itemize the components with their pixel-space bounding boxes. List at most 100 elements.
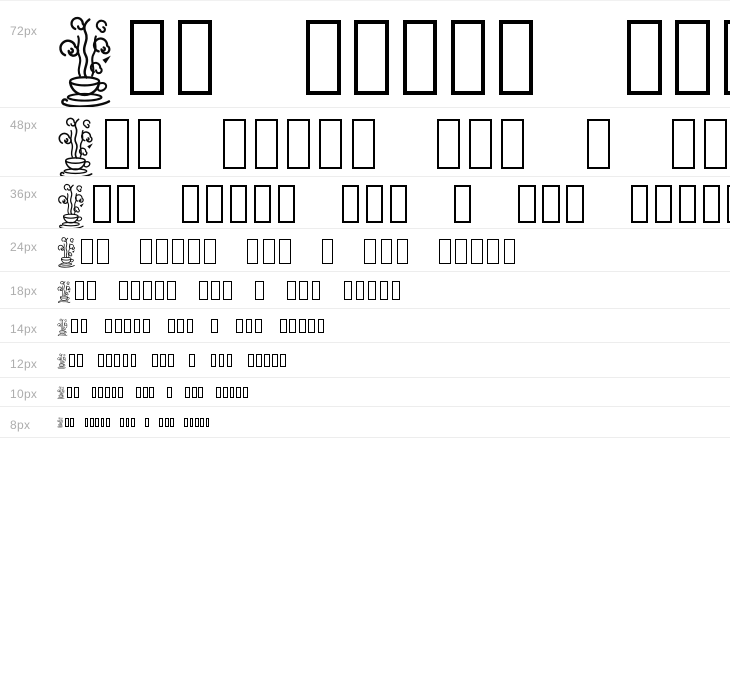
sample-text — [57, 417, 210, 428]
notdef-glyph — [287, 281, 297, 301]
steam-flick — [72, 250, 75, 254]
steam-line-center — [61, 354, 63, 365]
steam-line-center — [63, 281, 66, 297]
sample-word — [236, 318, 262, 334]
steam-spiral-left — [57, 357, 61, 361]
notdef-glyph — [542, 185, 560, 223]
notdef-glyph — [149, 387, 155, 398]
notdef-glyph — [98, 354, 105, 367]
steam-curl-top-left — [60, 280, 65, 285]
sample-word — [586, 119, 610, 170]
notdef-glyph — [355, 281, 365, 301]
steam-line-center — [69, 184, 74, 216]
notdef-glyph — [236, 318, 244, 334]
notdef-glyph — [246, 238, 259, 264]
notdef-glyph — [255, 119, 279, 170]
notdef-glyph — [402, 19, 438, 95]
steam-spiral-small — [62, 361, 65, 364]
notdef-glyph — [226, 354, 233, 367]
notdef-glyph — [280, 318, 287, 334]
cup-handle — [64, 331, 67, 333]
notdef-glyph — [455, 238, 467, 264]
sample-word — [91, 387, 124, 398]
notdef-glyph — [280, 354, 286, 367]
notdef-glyph — [366, 185, 384, 223]
notdef-glyph — [122, 354, 129, 367]
saucer — [61, 222, 80, 227]
notdef-glyph — [223, 281, 233, 301]
steam-spiral-left — [59, 39, 80, 58]
steam-flick — [102, 55, 111, 64]
notdef-glyph — [91, 387, 97, 398]
sample-word — [189, 354, 195, 367]
font-size-label: 18px — [10, 284, 38, 298]
font-size-label: 10px — [10, 387, 38, 401]
notdef-glyph — [367, 281, 377, 301]
notdef-glyph — [73, 387, 79, 398]
notdef-glyph — [222, 387, 228, 398]
sample-word — [246, 238, 291, 264]
cup-handle — [83, 160, 91, 168]
notdef-glyph — [498, 19, 534, 95]
notdef-glyph — [177, 318, 184, 334]
notdef-glyph — [198, 387, 204, 398]
sample-word — [672, 119, 730, 170]
steam-line-center — [82, 18, 91, 80]
sample-word — [98, 354, 137, 367]
preview-row: 24px — [0, 229, 730, 272]
steam-curl-top-left — [59, 318, 63, 321]
saucer-swoosh — [58, 301, 71, 304]
notdef-glyph — [319, 119, 343, 170]
cup-rim — [58, 395, 64, 397]
sample-word — [280, 318, 325, 334]
sample-word — [247, 354, 286, 367]
sample-word — [151, 354, 174, 367]
notdef-glyph — [501, 119, 525, 170]
steam-curl-top-right — [62, 387, 64, 390]
saucer — [66, 93, 103, 102]
sample-word — [139, 238, 216, 264]
notdef-glyph — [93, 185, 111, 223]
preview-row: 10px — [0, 378, 730, 407]
steam-line-center — [65, 238, 69, 259]
notdef-glyph — [351, 119, 375, 170]
notdef-glyph — [236, 387, 242, 398]
steam-spiral-left — [58, 132, 72, 145]
notdef-glyph — [279, 238, 291, 264]
saucer — [63, 168, 88, 174]
notdef-glyph — [172, 238, 184, 264]
notdef-glyph — [726, 185, 730, 223]
steam-spiral-right — [80, 131, 93, 143]
notdef-glyph — [181, 185, 199, 223]
notdef-glyph — [185, 387, 190, 398]
steam-curl-top-right — [64, 318, 67, 322]
sample-text — [57, 236, 516, 268]
steam-flick — [62, 422, 63, 424]
notdef-glyph — [106, 418, 110, 427]
font-size-label: 12px — [10, 357, 38, 371]
notdef-glyph — [118, 387, 124, 398]
steam-flick — [87, 143, 93, 149]
saucer-swoosh — [59, 224, 84, 228]
steam-curl-top-right — [69, 238, 74, 244]
steam-curl-top-right — [66, 281, 70, 285]
sample-word — [145, 418, 149, 427]
notdef-glyph — [654, 185, 672, 223]
steam-curl-top-left — [58, 417, 61, 420]
sample-word — [343, 281, 401, 301]
notdef-glyph — [95, 418, 100, 427]
cup-rim — [61, 257, 72, 261]
notdef-glyph — [71, 318, 78, 334]
steam-line-left — [61, 285, 64, 296]
notdef-glyph — [189, 354, 195, 367]
notdef-glyph — [67, 387, 72, 398]
preview-row: 48px — [0, 108, 730, 177]
notdef-glyph — [627, 19, 662, 95]
steam-spiral-left — [58, 195, 69, 205]
steam-line-center — [60, 387, 62, 396]
notdef-glyph — [255, 354, 262, 367]
notdef-glyph — [186, 318, 194, 334]
preview-row: 12px — [0, 343, 730, 378]
coffee-cup-glyph — [57, 280, 71, 304]
coffee-cup-glyph — [57, 237, 75, 268]
